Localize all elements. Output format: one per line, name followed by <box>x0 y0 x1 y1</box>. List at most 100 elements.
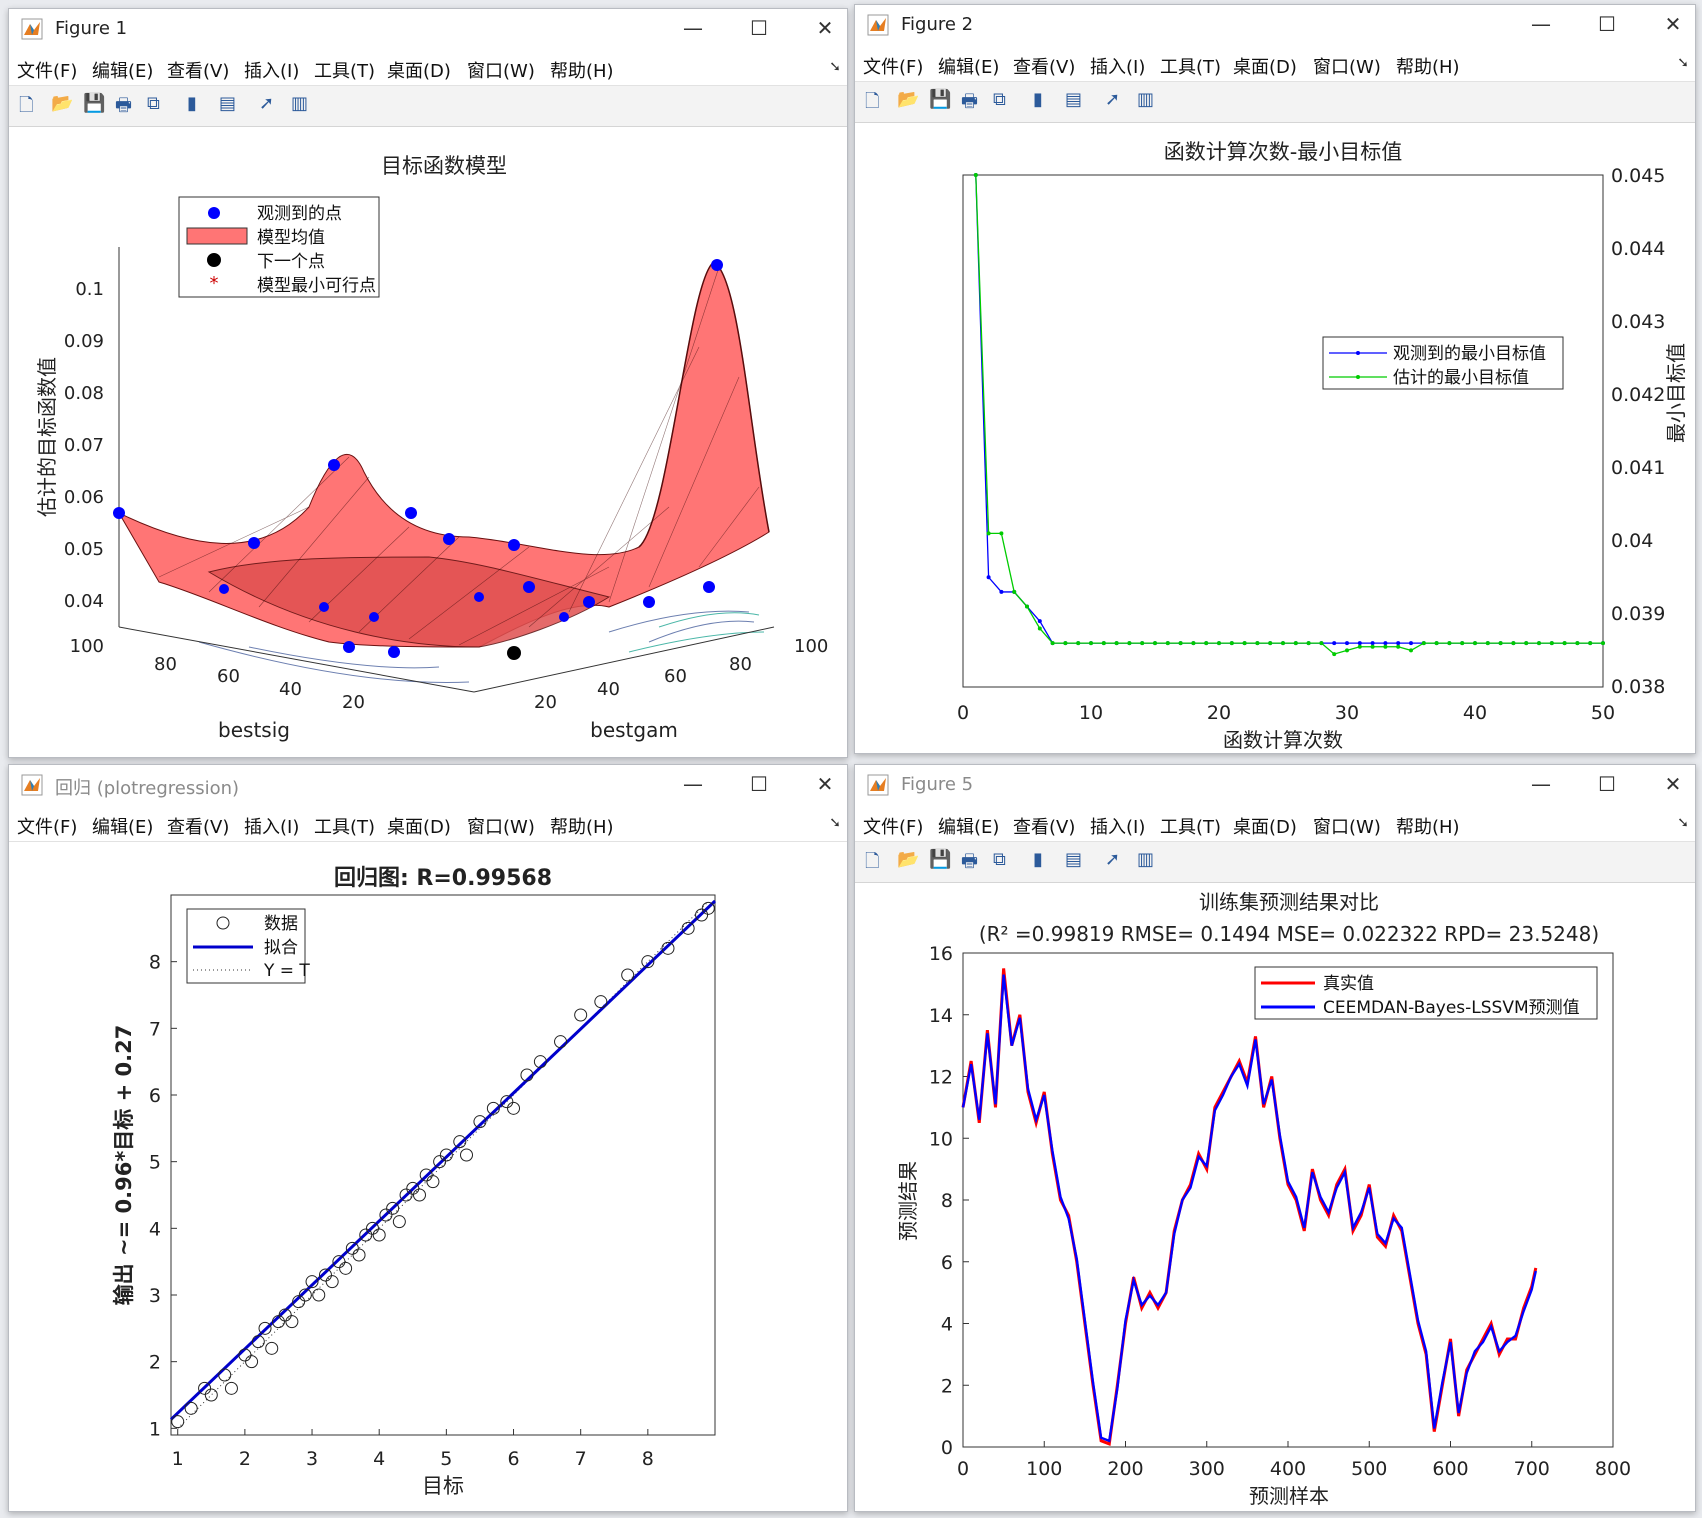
regression-plot[interactable]: 回归图: R=0.99568 1 2 3 4 5 6 7 8 1 2 3 4 5 6 7 8 目标 输出 ~=… <box>9 843 847 1511</box>
expand-toolbar-icon[interactable]: ➘ <box>1677 55 1689 71</box>
menu-window[interactable]: 窗口(W) <box>467 817 535 838</box>
open-folder-icon[interactable]: 📂 <box>897 849 920 870</box>
new-file-icon[interactable]: 🗋 <box>19 95 34 116</box>
menu-bar: 文件(F) 编辑(E) 查看(V) 插入(I) 工具(T) 桌面(D) 窗口(W… <box>9 51 847 86</box>
save-icon[interactable]: 💾 <box>929 849 952 870</box>
cursor-icon[interactable]: ➚ <box>1105 89 1121 110</box>
menu-insert[interactable]: 插入(I) <box>244 817 300 838</box>
menu-desktop[interactable]: 桌面(D) <box>1233 817 1297 838</box>
menu-insert[interactable]: 插入(I) <box>1090 817 1146 838</box>
prediction-plot[interactable]: 训练集预测结果对比 (R² =0.99819 RMSE= 0.1494 MSE=… <box>855 883 1695 1511</box>
convergence-plot[interactable]: 函数计算次数-最小目标值 0 10 20 30 40 50 0.045 0.04… <box>855 123 1695 753</box>
minimize-button[interactable]: — <box>1531 12 1551 36</box>
print-icon[interactable]: 🖶 <box>961 851 978 872</box>
cursor-icon[interactable]: ➚ <box>259 93 275 114</box>
data-point <box>453 1135 467 1149</box>
menu-tools[interactable]: 工具(T) <box>314 817 376 838</box>
legend-icon[interactable]: ▤ <box>1065 89 1083 110</box>
colorbar-icon[interactable]: ▮ <box>187 93 197 114</box>
print-icon[interactable]: 🖶 <box>961 91 978 112</box>
y-tick-label: 0.038 <box>1611 676 1665 698</box>
menu-window[interactable]: 窗口(W) <box>467 61 535 82</box>
y-tick-label: 0.039 <box>1611 603 1665 625</box>
menu-view[interactable]: 查看(V) <box>167 61 230 82</box>
maximize-button[interactable]: ☐ <box>750 772 768 796</box>
menu-help[interactable]: 帮助(H) <box>550 817 614 838</box>
y-axis-ticks: 0.045 0.044 0.043 0.042 0.041 0.04 0.039… <box>1611 165 1665 698</box>
title-bar[interactable]: Figure 5 — ☐ ✕ <box>855 765 1695 805</box>
menu-file[interactable]: 文件(F) <box>863 57 924 78</box>
title-bar[interactable]: Figure 1 — ☐ ✕ <box>9 9 847 49</box>
menu-tools[interactable]: 工具(T) <box>1160 817 1222 838</box>
menu-window[interactable]: 窗口(W) <box>1313 817 1381 838</box>
menu-help[interactable]: 帮助(H) <box>1396 817 1460 838</box>
series-point <box>986 575 991 580</box>
menu-desktop[interactable]: 桌面(D) <box>387 817 451 838</box>
colorbar-icon[interactable]: ▮ <box>1033 89 1043 110</box>
menu-tools[interactable]: 工具(T) <box>1160 57 1222 78</box>
maximize-button[interactable]: ☐ <box>1598 772 1616 796</box>
expand-toolbar-icon[interactable]: ➘ <box>829 59 841 75</box>
save-icon[interactable]: 💾 <box>929 89 952 110</box>
observed-point <box>443 533 455 545</box>
expand-toolbar-icon[interactable]: ➘ <box>1677 815 1689 831</box>
legend-label: 估计的最小目标值 <box>1393 368 1529 388</box>
menu-edit[interactable]: 编辑(E) <box>938 57 1000 78</box>
y-tick-label: 60 <box>664 666 687 687</box>
minimize-button[interactable]: — <box>683 16 703 40</box>
menu-file[interactable]: 文件(F) <box>17 817 78 838</box>
open-folder-icon[interactable]: 📂 <box>51 93 74 114</box>
menu-insert[interactable]: 插入(I) <box>244 61 300 82</box>
close-button[interactable]: ✕ <box>816 772 834 796</box>
minimize-button[interactable]: — <box>1531 772 1551 796</box>
title-bar[interactable]: Figure 2 — ☐ ✕ <box>855 5 1695 45</box>
maximize-button[interactable]: ☐ <box>750 16 768 40</box>
title-bar[interactable]: 回归 (plotregression) — ☐ ✕ <box>9 765 847 805</box>
matlab-logo-icon <box>21 774 43 796</box>
menu-view[interactable]: 查看(V) <box>1013 817 1076 838</box>
property-inspector-icon[interactable]: ▥ <box>1137 89 1155 110</box>
menu-help[interactable]: 帮助(H) <box>1396 57 1460 78</box>
menu-view[interactable]: 查看(V) <box>1013 57 1076 78</box>
link-plot-icon[interactable]: ⧉ <box>147 93 160 114</box>
expand-toolbar-icon[interactable]: ➘ <box>829 815 841 831</box>
property-inspector-icon[interactable]: ▥ <box>291 93 309 114</box>
property-inspector-icon[interactable]: ▥ <box>1137 849 1155 870</box>
menu-help[interactable]: 帮助(H) <box>550 61 614 82</box>
series-point <box>1050 641 1055 646</box>
menu-edit[interactable]: 编辑(E) <box>92 61 154 82</box>
legend: 真实值 CEEMDAN-Bayes-LSSVM预测值 <box>1254 966 1598 1020</box>
legend-icon[interactable]: ▤ <box>1065 849 1083 870</box>
menu-file[interactable]: 文件(F) <box>863 817 924 838</box>
close-button[interactable]: ✕ <box>1664 12 1682 36</box>
data-point <box>412 1188 426 1202</box>
legend-icon[interactable]: ▤ <box>219 93 237 114</box>
y-axis-label: 预测结果 <box>896 1161 920 1241</box>
menu-edit[interactable]: 编辑(E) <box>92 817 154 838</box>
menu-view[interactable]: 查看(V) <box>167 817 230 838</box>
legend: 数据 拟合 Y = T <box>186 908 310 984</box>
menu-desktop[interactable]: 桌面(D) <box>1233 57 1297 78</box>
chart-title: 函数计算次数-最小目标值 <box>1164 140 1403 164</box>
data-point <box>312 1288 326 1302</box>
new-file-icon[interactable]: 🗋 <box>865 91 880 112</box>
link-plot-icon[interactable]: ⧉ <box>993 849 1006 870</box>
print-icon[interactable]: 🖶 <box>115 95 132 116</box>
menu-file[interactable]: 文件(F) <box>17 61 78 82</box>
menu-insert[interactable]: 插入(I) <box>1090 57 1146 78</box>
menu-window[interactable]: 窗口(W) <box>1313 57 1381 78</box>
close-button[interactable]: ✕ <box>816 16 834 40</box>
surface-plot[interactable]: 100 80 60 40 20 20 40 60 80 100 0.04 0.0… <box>9 127 847 757</box>
menu-desktop[interactable]: 桌面(D) <box>387 61 451 82</box>
maximize-button[interactable]: ☐ <box>1598 12 1616 36</box>
link-plot-icon[interactable]: ⧉ <box>993 89 1006 110</box>
open-folder-icon[interactable]: 📂 <box>897 89 920 110</box>
new-file-icon[interactable]: 🗋 <box>865 851 880 872</box>
menu-edit[interactable]: 编辑(E) <box>938 817 1000 838</box>
close-button[interactable]: ✕ <box>1664 772 1682 796</box>
menu-tools[interactable]: 工具(T) <box>314 61 376 82</box>
colorbar-icon[interactable]: ▮ <box>1033 849 1043 870</box>
cursor-icon[interactable]: ➚ <box>1105 849 1121 870</box>
save-icon[interactable]: 💾 <box>83 93 106 114</box>
minimize-button[interactable]: — <box>683 772 703 796</box>
